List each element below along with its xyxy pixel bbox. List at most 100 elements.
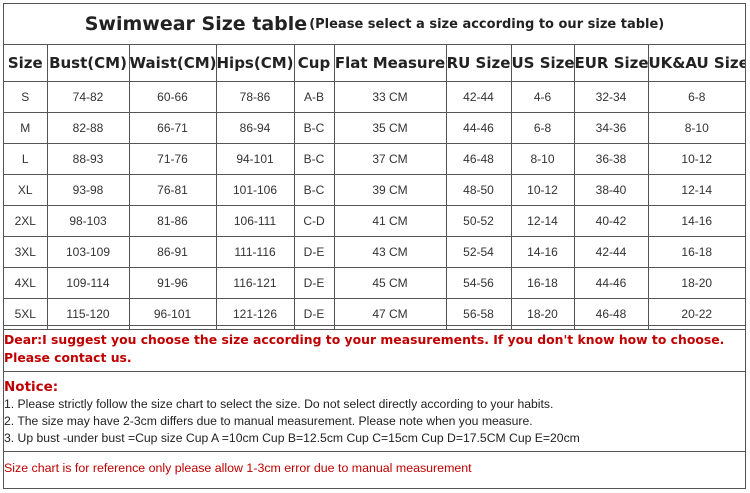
table-cell: 103-109	[46, 236, 130, 268]
table-cell: 35 CM	[333, 112, 447, 144]
table-cell: B-C	[293, 112, 335, 144]
table-row: L 88-93 71-76 94-101 B-C 37 CM 46-48 8-10 36-38 1…	[4, 143, 745, 175]
table-cell: D-E	[293, 298, 335, 330]
table-cell: 106-111	[215, 205, 295, 237]
table-cell: 4XL	[4, 267, 48, 299]
table-cell: 91-96	[128, 267, 217, 299]
table-cell: 10-12	[510, 174, 575, 206]
table-cell: M	[4, 112, 48, 144]
table-cell: 54-56	[445, 267, 512, 299]
table-cell: 109-114	[46, 267, 130, 299]
table-cell: 3XL	[4, 236, 48, 268]
table-cell: 14-16	[647, 205, 745, 237]
table-cell: 88-93	[46, 143, 130, 175]
notice-line: 1. Please strictly follow the size chart…	[4, 397, 554, 411]
table-cell: L	[4, 143, 48, 175]
table-cell: 38-40	[573, 174, 649, 206]
table-header-row: Size Bust(CM) Waist(CM) Hips(CM) Cup Fla…	[4, 44, 745, 82]
table-cell: 78-86	[215, 81, 295, 113]
header-eur-size: EUR Size	[573, 44, 649, 82]
table-cell: 18-20	[510, 298, 575, 330]
header-bust: Bust(CM)	[46, 44, 130, 82]
notice-line: 2. The size may have 2-3cm differs due t…	[4, 414, 533, 428]
table-cell: 12-14	[510, 205, 575, 237]
table-cell: 2XL	[4, 205, 48, 237]
table-cell: 116-121	[215, 267, 295, 299]
table-cell: 32-34	[573, 81, 649, 113]
table-cell: 20-22	[647, 298, 745, 330]
dear-note: Dear:I suggest you choose the size accor…	[4, 325, 745, 372]
table-cell: XL	[4, 174, 48, 206]
table-cell: 39 CM	[333, 174, 447, 206]
header-flat-measure: Flat Measure	[333, 44, 447, 82]
table-cell: 93-98	[46, 174, 130, 206]
table-cell: 82-88	[46, 112, 130, 144]
table-cell: 42-44	[573, 236, 649, 268]
table-cell: 4-6	[510, 81, 575, 113]
table-row: 2XL 98-103 81-86 106-111 C-D 41 CM 50-52 12-14 4…	[4, 205, 745, 237]
header-waist: Waist(CM)	[128, 44, 217, 82]
table-cell: 50-52	[445, 205, 512, 237]
table-cell: B-C	[293, 174, 335, 206]
table-cell: 98-103	[46, 205, 130, 237]
table-cell: 48-50	[445, 174, 512, 206]
header-uk-au-size: UK&AU Size	[647, 44, 745, 82]
table-cell: 5XL	[4, 298, 48, 330]
table-cell: 86-91	[128, 236, 217, 268]
table-cell: 16-18	[510, 267, 575, 299]
table-cell: 16-18	[647, 236, 745, 268]
size-table: Size Bust(CM) Waist(CM) Hips(CM) Cup Fla…	[4, 44, 745, 330]
notice-heading: Notice:	[4, 379, 59, 395]
table-title: Swimwear Size table (Please select a siz…	[4, 4, 745, 45]
table-body: S 74-82 60-66 78-86 A-B 33 CM 42-44 4-6 32-34 6-8…	[4, 81, 745, 330]
table-cell: 56-58	[445, 298, 512, 330]
table-cell: 6-8	[510, 112, 575, 144]
header-hips: Hips(CM)	[215, 44, 295, 82]
table-cell: D-E	[293, 236, 335, 268]
size-chart-sheet: Swimwear Size table (Please select a siz…	[3, 3, 746, 489]
table-cell: 18-20	[647, 267, 745, 299]
table-cell: S	[4, 81, 48, 113]
table-cell: 94-101	[215, 143, 295, 175]
header-ru-size: RU Size	[445, 44, 512, 82]
table-cell: 42-44	[445, 81, 512, 113]
table-cell: D-E	[293, 267, 335, 299]
table-cell: 34-36	[573, 112, 649, 144]
table-cell: 8-10	[510, 143, 575, 175]
table-cell: 6-8	[647, 81, 745, 113]
table-cell: 86-94	[215, 112, 295, 144]
table-cell: 111-116	[215, 236, 295, 268]
table-cell: 37 CM	[333, 143, 447, 175]
table-row: XL 93-98 76-81 101-106 B-C 39 CM 48-50 10-12 38-…	[4, 174, 745, 206]
table-cell: 33 CM	[333, 81, 447, 113]
table-cell: 52-54	[445, 236, 512, 268]
title-main: Swimwear Size table	[84, 13, 308, 35]
table-row: 3XL 103-109 86-91 111-116 D-E 43 CM 52-54 14-16…	[4, 236, 745, 268]
table-cell: 46-48	[445, 143, 512, 175]
table-cell: 76-81	[128, 174, 217, 206]
table-row: M 82-88 66-71 86-94 B-C 35 CM 44-46 6-8 34-36 8-1…	[4, 112, 745, 144]
table-row: 4XL 109-114 91-96 116-121 D-E 45 CM 54-56 16-18…	[4, 267, 745, 299]
table-cell: 45 CM	[333, 267, 447, 299]
table-cell: 81-86	[128, 205, 217, 237]
header-size: Size	[4, 44, 48, 82]
table-cell: 36-38	[573, 143, 649, 175]
table-cell: 12-14	[647, 174, 745, 206]
table-cell: 115-120	[46, 298, 130, 330]
table-cell: 41 CM	[333, 205, 447, 237]
table-cell: C-D	[293, 205, 335, 237]
table-cell: 71-76	[128, 143, 217, 175]
table-cell: 8-10	[647, 112, 745, 144]
table-cell: 44-46	[573, 267, 649, 299]
notice-line: 3. Up bust -under bust =Cup size Cup A =…	[4, 431, 580, 445]
table-cell: B-C	[293, 143, 335, 175]
table-row: S 74-82 60-66 78-86 A-B 33 CM 42-44 4-6 32-34 6-8	[4, 81, 745, 113]
table-cell: 43 CM	[333, 236, 447, 268]
notice-section: Notice: 1. Please strictly follow the si…	[4, 372, 745, 452]
table-cell: 10-12	[647, 143, 745, 175]
reference-note: Size chart is for reference only please …	[4, 461, 472, 475]
table-cell: 96-101	[128, 298, 217, 330]
table-cell: 101-106	[215, 174, 295, 206]
header-us-size: US Size	[510, 44, 575, 82]
table-cell: 60-66	[128, 81, 217, 113]
